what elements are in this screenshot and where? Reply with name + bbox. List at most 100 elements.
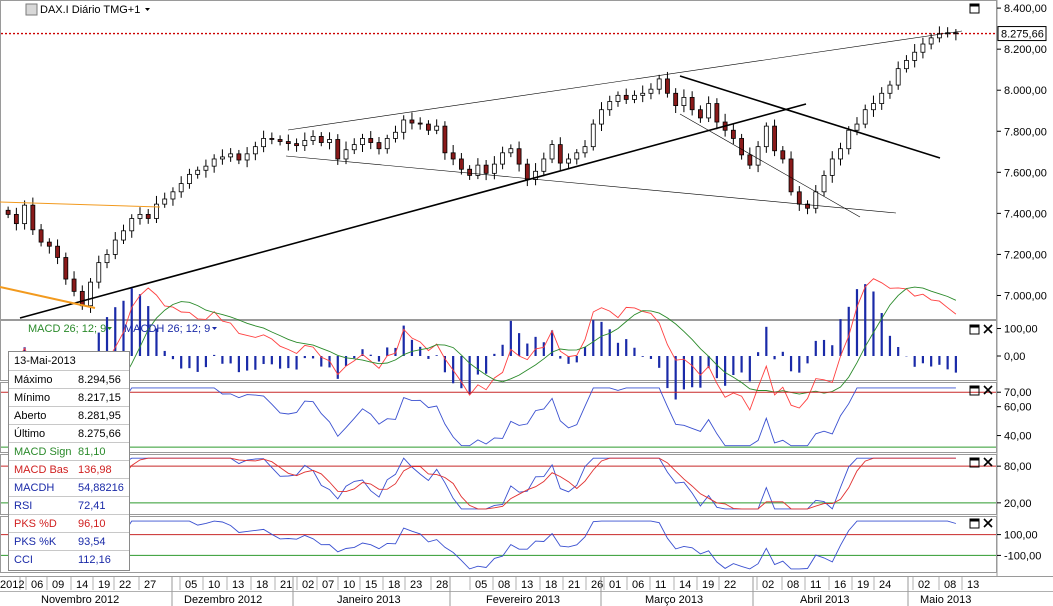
candle-down [788,158,794,193]
day-label: 02 [762,579,774,591]
indicator-tick-label: 20,00 [1004,498,1032,510]
tooltip-value: 8.294,56 [78,374,121,386]
candle-down [689,96,695,111]
day-label: 14 [679,579,691,591]
month-label: Março 2013 [645,594,703,606]
chart-menu-icon[interactable] [25,3,38,16]
candle-up [879,92,885,104]
day-label: 05 [185,579,197,591]
tooltip-separator [9,496,129,497]
maximize-icon[interactable] [969,3,980,14]
month-label: Fevereiro 2013 [486,594,560,606]
candle-up [22,204,28,225]
tooltip-value: 81,10 [78,446,106,458]
candle-down [805,203,810,209]
tooltip-separator [9,514,129,515]
candle-up [360,138,365,146]
tooltip-value: 136,98 [78,464,112,476]
candle-down [409,119,415,124]
candle-up [541,158,547,172]
candle-up [491,163,497,174]
candle-down [557,144,563,164]
trend-line-channel [679,113,861,218]
day-label: 18 [545,579,557,591]
candle-down [516,148,522,165]
tooltip-row: CCI 112,16 [9,551,129,569]
candle-down [71,278,77,292]
tooltip-label: Aberto [14,410,47,422]
candle-down [483,164,489,174]
day-label: 06 [632,579,644,591]
tooltip-separator [9,460,129,461]
candle-up [500,152,506,165]
maximize-icon[interactable] [969,518,980,529]
candle-down [376,142,382,150]
tooltip-value: 8.275,66 [78,428,121,440]
price-tick-label: 7.000,00 [1004,290,1047,302]
price-tick-label: 8.000,00 [1004,85,1047,97]
candle-down [714,103,720,123]
macd-label: MACD 26; 12; 9 [28,323,106,335]
day-label: 2012 [0,579,24,591]
candle-up [920,43,926,53]
day-label: 13 [232,579,244,591]
candle-up [310,135,316,141]
tooltip-row: MACD Sign 81,10 [9,443,129,461]
tooltip-row: PKS %K 93,54 [9,533,129,551]
candle-down [30,204,36,231]
candle-down [780,150,786,160]
day-label: 21 [280,579,292,591]
candle-up [104,254,110,264]
candle-up [607,101,613,111]
month-label: Abril 2013 [800,594,850,606]
candle-up [302,140,308,147]
indicator-tick-label: 60,00 [1004,402,1032,414]
tooltip-value: 112,16 [78,554,111,566]
tooltip-value: 96,10 [78,518,106,530]
maximize-icon[interactable] [969,385,980,396]
candle-down [697,109,703,119]
tooltip-label: MACDH [14,482,55,494]
candle-up [244,153,250,161]
month-label: Novembro 2012 [41,594,119,606]
trend-lines [0,30,963,319]
close-icon[interactable] [983,385,993,395]
day-label: 18 [388,579,400,591]
close-icon[interactable] [983,518,993,528]
orange-line-upper [0,201,161,208]
month-label: Maio 2013 [920,594,971,606]
panel-controls[interactable] [969,324,993,529]
candle-down [417,122,423,125]
day-label: 27 [144,579,156,591]
maximize-icon[interactable] [969,457,980,468]
candle-down [5,209,11,215]
candle-up [154,203,159,219]
candle-up [187,173,192,185]
tooltip-value: 93,54 [78,536,106,548]
tooltip-row: Último 8.275,66 [9,425,129,443]
close-icon[interactable] [983,324,993,334]
candle-up [203,165,209,171]
candle-up [88,281,93,307]
chevron-down-icon[interactable] [107,327,112,330]
tooltip-separator [9,388,129,389]
candle-down [739,138,745,156]
candle-up [393,131,398,139]
trend-line-support [19,103,807,319]
day-label: 22 [119,579,131,591]
candle-down [623,94,629,100]
day-label: 13 [521,579,533,591]
chevron-down-icon[interactable] [212,327,217,330]
chevron-down-icon[interactable] [145,8,150,11]
tooltip-row: Mínimo 8.217,15 [9,389,129,407]
candle-up [656,78,662,90]
candle-down [747,154,753,166]
candle-up [228,153,234,158]
close-icon[interactable] [983,457,993,467]
day-label: 19 [857,579,869,591]
maximize-icon[interactable] [969,324,980,335]
chart-title-area[interactable]: DAX.I Diário TMG+1 [25,3,150,16]
price-tick-label: 8.400,00 [1004,3,1047,15]
tooltip-value: 8.281,95 [78,410,121,422]
candle-up [755,146,761,166]
